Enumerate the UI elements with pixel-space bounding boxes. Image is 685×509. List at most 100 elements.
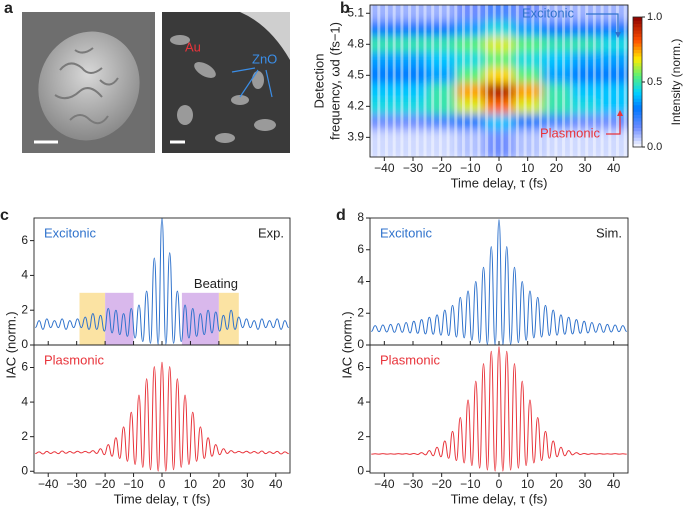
colorbar-step — [633, 143, 642, 148]
colorbar-tick-label: 0.5 — [647, 76, 662, 88]
colorbar-step — [633, 43, 642, 47]
data-line — [371, 346, 627, 472]
colorbar-step — [633, 65, 642, 70]
colorbar-step — [633, 114, 642, 119]
y-tick-label: 2 — [21, 429, 28, 443]
colorbar-step — [633, 108, 642, 112]
y-tick-label: 4.5 — [347, 67, 364, 81]
x-axis-label: Time delay, τ (fs) — [451, 175, 548, 190]
data-line — [371, 219, 627, 346]
colorbar-step — [633, 121, 642, 125]
colorbar-label: Intensity (norm.) — [669, 39, 683, 126]
y-tick-label: 6 — [21, 360, 28, 374]
y-tick-label: 4 — [357, 274, 364, 288]
x-tick-label: −20 — [431, 161, 452, 175]
colorbar-step — [633, 75, 642, 80]
colorbar-step — [633, 49, 642, 54]
annotation: Plasmonic — [540, 125, 600, 140]
x-tick-label: −20 — [431, 477, 452, 491]
colorbar-step — [633, 130, 642, 135]
y-axis-label: IAC (norm.) — [339, 311, 354, 378]
panel-label: d — [336, 207, 346, 224]
x-tick-label: −40 — [374, 477, 395, 491]
x-tick-label: 20 — [212, 477, 226, 491]
y-tick-label: 8 — [357, 210, 364, 224]
data-line — [35, 361, 289, 472]
colorbar-step — [633, 85, 642, 89]
colorbar-step — [633, 137, 642, 141]
y-tick-label: 0 — [357, 463, 364, 477]
x-tick-label: 40 — [269, 477, 283, 491]
background — [240, 12, 290, 60]
annotation: Excitonic — [522, 5, 575, 20]
colorbar-step — [633, 69, 642, 73]
particle — [38, 31, 140, 141]
annotation: Beating — [194, 276, 238, 291]
colorbar-step — [633, 23, 642, 28]
y-axis-label: IAC (norm.) — [3, 311, 18, 378]
crystals — [170, 35, 276, 143]
annotation: Exp. — [258, 225, 284, 240]
x-tick-label: −10 — [460, 477, 481, 491]
x-tick-label: 40 — [607, 477, 621, 491]
arrow-head — [615, 32, 621, 38]
x-tick-label: −30 — [66, 477, 87, 491]
x-tick-label: 10 — [521, 477, 535, 491]
colorbar-step — [633, 39, 642, 44]
x-tick-label: 20 — [550, 477, 564, 491]
surface-texture — [54, 47, 119, 125]
label-au: Au — [185, 39, 201, 54]
shaded-region — [181, 292, 219, 345]
colorbar-step — [633, 91, 642, 96]
colorbar-step — [633, 30, 642, 34]
arrow-head — [617, 110, 623, 116]
colorbar-step — [633, 104, 642, 109]
x-tick-label: −30 — [403, 477, 424, 491]
x-tick-label: 30 — [241, 477, 255, 491]
y-tick-label: 4 — [21, 268, 28, 282]
zno-arrows — [231, 67, 273, 98]
y-tick-label: 0 — [21, 337, 28, 351]
colorbar-tick-label: 0.0 — [647, 141, 662, 153]
legend-entry: Plasmonic — [44, 352, 104, 367]
y-axis-label: frequency, ωd (fs−1) — [327, 22, 342, 140]
x-tick-label: 40 — [607, 161, 621, 175]
colorbar-step — [633, 98, 642, 102]
colorbar-step — [633, 36, 642, 41]
heatmap — [370, 5, 628, 157]
annotation-arrow — [586, 13, 619, 36]
x-tick-label: 30 — [578, 161, 592, 175]
fringes — [370, 5, 628, 157]
y-tick-label: 0 — [357, 337, 364, 351]
x-tick-label: 10 — [184, 477, 198, 491]
colorbar-tick-label: 1.0 — [647, 11, 662, 23]
colorbar-step — [633, 33, 642, 37]
colorbar-step — [633, 62, 642, 67]
y-tick-label: 2 — [357, 305, 364, 319]
y-tick-label: 4.8 — [347, 36, 364, 50]
x-tick-label: 0 — [159, 477, 166, 491]
y-tick-label: 3.9 — [347, 130, 364, 144]
colorbar-step — [633, 127, 642, 132]
legend-entry: Excitonic — [380, 225, 433, 240]
x-tick-label: −40 — [38, 477, 59, 491]
colorbar-step — [633, 20, 642, 24]
y-tick-label: 6 — [357, 360, 364, 374]
y-tick-label: 2 — [357, 429, 364, 443]
y-tick-label: 0 — [21, 463, 28, 477]
x-axis-label: Time delay, τ (fs) — [451, 491, 548, 506]
panel-label: a — [4, 0, 13, 17]
x-tick-label: 20 — [550, 161, 564, 175]
colorbar-step — [633, 140, 642, 145]
colorbar-step — [633, 95, 642, 99]
y-tick-label: 6 — [21, 233, 28, 247]
x-tick-label: −30 — [403, 161, 424, 175]
x-tick-label: 30 — [578, 477, 592, 491]
colorbar-step — [633, 111, 642, 115]
y-tick-label: 4.2 — [347, 99, 364, 113]
x-tick-label: 10 — [521, 161, 535, 175]
y-tick-label: 2 — [21, 302, 28, 316]
x-tick-label: −10 — [123, 477, 144, 491]
